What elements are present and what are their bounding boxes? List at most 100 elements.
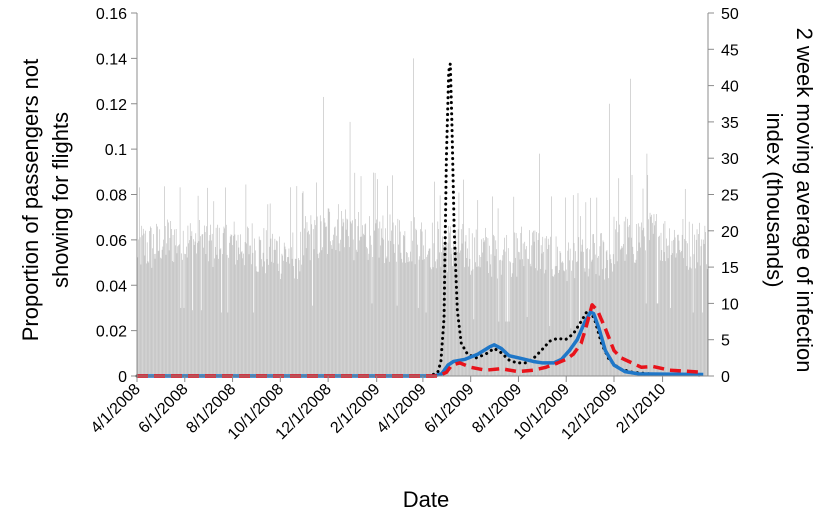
no-show-bar <box>385 258 387 376</box>
no-show-bar <box>678 240 680 376</box>
no-show-bar <box>363 235 365 376</box>
right-y-tick-label: 45 <box>721 42 739 59</box>
no-show-bar <box>295 258 297 376</box>
no-show-bar <box>673 239 674 376</box>
no-show-bar <box>536 270 538 376</box>
no-show-bar <box>366 246 367 376</box>
no-show-bar <box>567 250 569 376</box>
no-show-bar <box>638 242 640 376</box>
no-show-bar <box>222 254 223 376</box>
no-show-bar <box>661 250 663 376</box>
no-show-bar <box>410 251 411 376</box>
no-show-bar <box>687 243 688 376</box>
no-show-bar <box>669 228 670 376</box>
no-show-bar <box>394 252 396 376</box>
no-show-bar <box>264 261 265 376</box>
no-show-bar <box>653 214 655 376</box>
no-show-bar <box>245 184 247 376</box>
no-show-bar <box>331 248 333 376</box>
no-show-bar <box>543 273 545 376</box>
right-y-tick-label: 20 <box>721 224 739 241</box>
no-show-bar <box>204 232 206 376</box>
no-show-bar <box>361 236 363 376</box>
no-show-bar <box>349 121 351 377</box>
no-show-bar <box>500 274 502 376</box>
no-show-bar <box>509 261 511 376</box>
no-show-bar <box>355 219 356 376</box>
no-show-bar <box>440 266 442 376</box>
no-show-bar <box>424 259 425 376</box>
no-show-bar <box>265 273 266 376</box>
no-show-bar <box>677 234 679 376</box>
no-show-bar <box>139 237 141 376</box>
no-show-bar <box>534 230 536 376</box>
no-show-bar <box>211 233 213 376</box>
no-show-bar <box>351 223 352 376</box>
no-show-bar <box>467 266 469 376</box>
no-show-bar <box>312 229 314 376</box>
no-show-bar <box>706 264 707 376</box>
no-show-bar <box>314 220 316 376</box>
no-show-bar <box>160 258 162 376</box>
no-show-bar <box>159 229 161 376</box>
no-show-bar <box>303 255 305 376</box>
no-show-bar <box>456 247 457 376</box>
no-show-bar <box>224 228 226 376</box>
no-show-bar <box>470 274 471 376</box>
no-show-bar <box>459 252 461 376</box>
no-show-bar <box>167 219 168 376</box>
no-show-bar <box>458 192 460 376</box>
no-show-bar <box>368 253 370 376</box>
no-show-bar <box>289 263 291 376</box>
no-show-bar <box>200 310 202 376</box>
no-show-bar <box>556 265 558 376</box>
no-show-bar <box>421 231 423 376</box>
no-show-bar <box>360 176 362 376</box>
no-show-bar <box>547 238 549 376</box>
no-show-bar <box>565 269 567 376</box>
no-show-bar <box>423 245 425 376</box>
no-show-bar <box>265 230 267 376</box>
no-show-bar <box>630 78 631 376</box>
x-tick-label: 4/1/2009 <box>374 381 430 437</box>
no-show-bar <box>616 220 617 376</box>
no-show-bar <box>558 272 559 376</box>
no-show-bar <box>182 259 183 376</box>
no-show-bar <box>482 238 484 376</box>
no-show-bar <box>263 228 265 376</box>
no-show-bar <box>186 257 188 376</box>
no-show-bar <box>657 303 659 376</box>
no-show-bar <box>428 248 430 376</box>
no-show-bar <box>203 247 204 376</box>
no-show-bar <box>326 226 327 376</box>
no-show-bar <box>612 271 613 376</box>
no-show-bar <box>395 225 396 376</box>
no-show-bar <box>298 260 300 376</box>
no-show-bar <box>196 242 198 376</box>
no-show-bar <box>250 245 251 376</box>
no-show-bar <box>554 266 556 376</box>
no-show-bar <box>425 312 427 376</box>
no-show-bar <box>533 230 534 376</box>
no-show-bar <box>182 230 184 376</box>
no-show-bar <box>670 254 672 376</box>
no-show-bar <box>410 221 412 376</box>
no-show-bar <box>313 249 315 376</box>
no-show-bar <box>612 254 614 376</box>
no-show-bar <box>175 245 176 376</box>
no-show-bar <box>290 247 292 376</box>
no-show-bar <box>465 235 467 376</box>
no-show-bar <box>288 248 290 376</box>
no-show-bar <box>481 239 482 376</box>
no-show-bar <box>172 235 174 376</box>
no-show-bar <box>173 262 175 376</box>
no-show-bar <box>523 266 525 376</box>
no-show-bar <box>137 257 139 376</box>
no-show-bar <box>283 260 284 376</box>
no-show-bar <box>488 273 490 376</box>
no-show-bar <box>689 267 691 376</box>
no-show-bar <box>293 266 294 376</box>
no-show-bar <box>278 271 280 376</box>
no-show-bar <box>677 234 678 376</box>
no-show-bar <box>406 252 407 376</box>
